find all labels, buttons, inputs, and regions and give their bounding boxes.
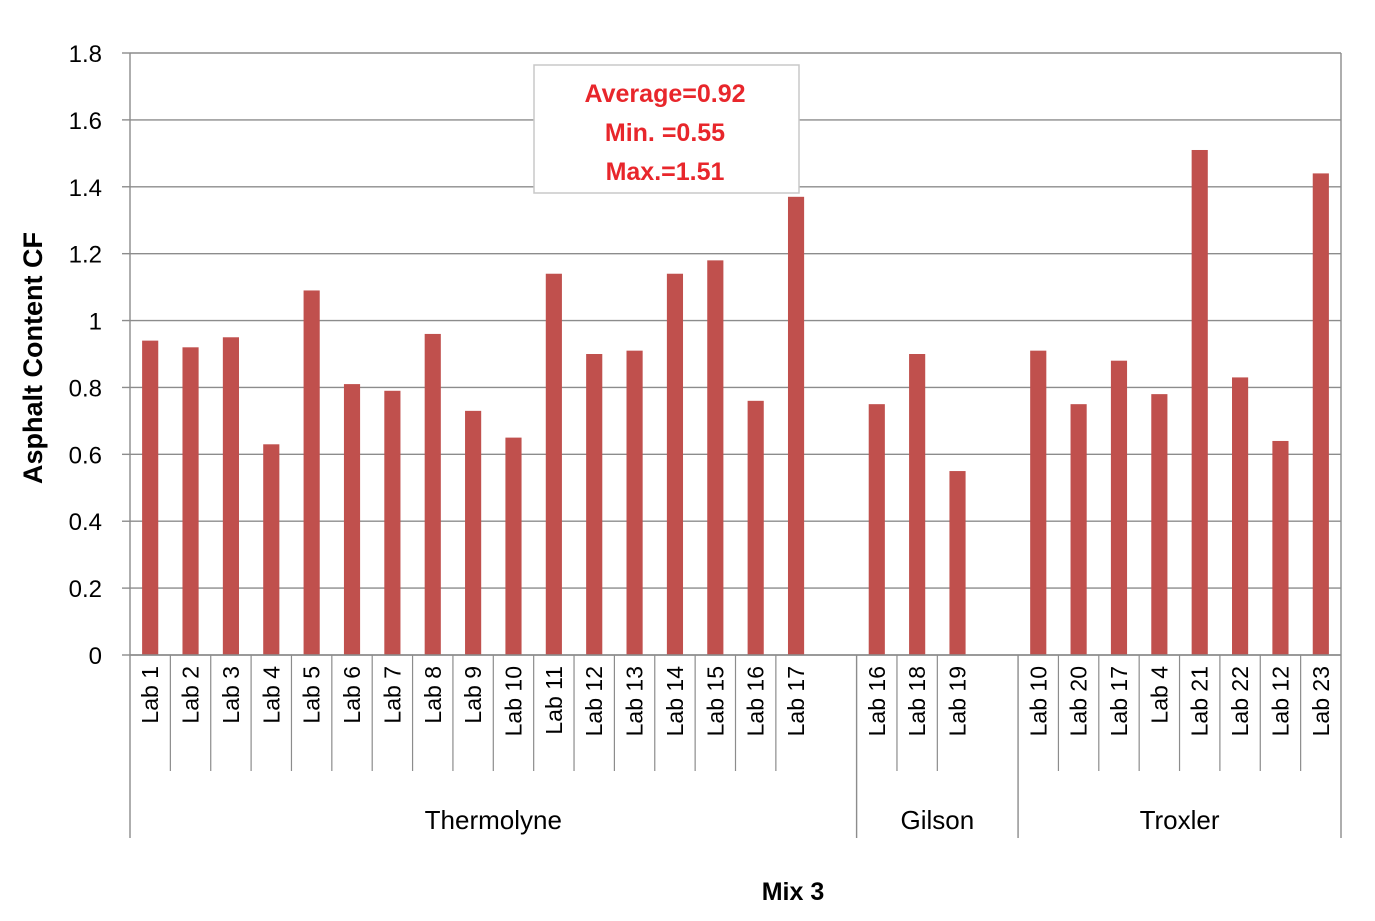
category-label: Lab 2 xyxy=(178,666,204,724)
bar xyxy=(707,260,724,655)
bar xyxy=(626,350,643,655)
category-label: Lab 6 xyxy=(339,666,365,724)
annotation-average: Average=0.92 xyxy=(585,80,746,108)
bars xyxy=(142,149,1329,656)
bar xyxy=(747,400,764,655)
bar xyxy=(303,290,320,655)
group-label: Thermolyne xyxy=(425,805,562,835)
bar xyxy=(1312,173,1329,655)
category-label: Lab 15 xyxy=(702,666,728,736)
category-label: Lab 1 xyxy=(137,666,163,724)
category-label: Lab 16 xyxy=(743,666,769,736)
category-label: Lab 19 xyxy=(945,666,971,736)
category-label: Lab 23 xyxy=(1308,666,1334,736)
bar xyxy=(1191,149,1208,655)
category-label: Lab 3 xyxy=(218,666,244,724)
y-tick-label: 0.4 xyxy=(69,509,102,536)
x-axis-title: Mix 3 xyxy=(762,878,825,906)
y-tick-label: 1.6 xyxy=(69,108,102,135)
y-tick-label: 1.8 xyxy=(69,41,102,68)
category-label: Lab 16 xyxy=(864,666,890,736)
y-tick-label: 0 xyxy=(89,643,102,670)
bar xyxy=(787,196,805,656)
category-label: Lab 10 xyxy=(500,666,526,736)
bar xyxy=(666,273,684,655)
bar xyxy=(142,340,159,655)
bar xyxy=(1151,394,1168,655)
y-axis-title: Asphalt Content CF xyxy=(18,232,48,484)
bar xyxy=(505,437,522,655)
category-label: Lab 22 xyxy=(1227,666,1253,736)
bar xyxy=(1110,360,1128,655)
category-label: Lab 12 xyxy=(1267,666,1293,736)
y-tick-label: 0.6 xyxy=(69,442,102,469)
bar xyxy=(1070,404,1087,655)
bar xyxy=(465,410,482,655)
category-label: Lab 17 xyxy=(783,666,809,736)
bar xyxy=(1030,350,1047,655)
bar xyxy=(909,354,926,655)
tick-labels: 0 0.2 0.4 0.6 0.8 1 1.2 1.4 1.6 1.8 Lab 1 Lab 2 Lab … xyxy=(69,41,1334,835)
bar xyxy=(343,384,361,655)
category-label: Lab 4 xyxy=(258,666,284,724)
category-label: Lab 11 xyxy=(541,666,567,735)
bar xyxy=(424,333,441,655)
bar xyxy=(222,337,239,655)
bar xyxy=(384,390,401,655)
bar xyxy=(263,444,280,655)
annotation-max: Max.=1.51 xyxy=(606,158,725,186)
y-tick-label: 0.8 xyxy=(69,375,102,402)
category-label: Lab 10 xyxy=(1025,666,1051,736)
bar xyxy=(545,273,562,655)
category-label: Lab 14 xyxy=(662,666,688,737)
bar xyxy=(586,354,603,655)
y-tick-label: 0.2 xyxy=(69,576,102,603)
bar xyxy=(949,471,966,655)
category-label: Lab 8 xyxy=(420,666,446,724)
category-label: Lab 5 xyxy=(299,666,325,724)
category-label: Lab 21 xyxy=(1187,666,1213,736)
category-label: Lab 20 xyxy=(1066,666,1092,736)
bar xyxy=(1232,377,1249,655)
axes xyxy=(122,52,1342,838)
category-label: Lab 4 xyxy=(1146,666,1172,724)
group-label: Gilson xyxy=(900,805,974,835)
y-tick-label: 1.4 xyxy=(69,175,102,202)
annotation-min: Min. =0.55 xyxy=(605,119,725,147)
category-label: Lab 7 xyxy=(379,666,405,724)
category-label: Lab 12 xyxy=(581,666,607,736)
category-label: Lab 17 xyxy=(1106,666,1132,736)
bar xyxy=(868,404,885,655)
bar xyxy=(1272,440,1289,655)
y-tick-label: 1 xyxy=(89,309,102,336)
category-label: Lab 18 xyxy=(904,666,930,736)
stats-annotation-box: Average=0.92 Min. =0.55 Max.=1.51 xyxy=(533,64,800,194)
category-label: Lab 9 xyxy=(460,666,486,724)
category-label: Lab 13 xyxy=(622,666,648,736)
bar xyxy=(182,347,199,655)
y-tick-label: 1.2 xyxy=(69,242,102,269)
group-label: Troxler xyxy=(1140,805,1220,835)
